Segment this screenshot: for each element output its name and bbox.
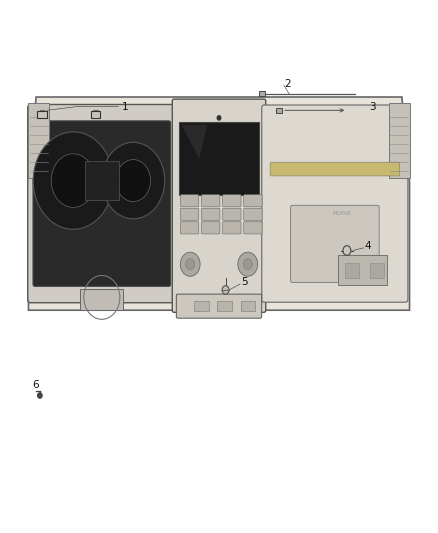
FancyBboxPatch shape bbox=[180, 195, 199, 207]
Bar bbox=[217, 301, 232, 311]
Circle shape bbox=[243, 259, 252, 270]
FancyBboxPatch shape bbox=[262, 105, 408, 302]
Circle shape bbox=[217, 116, 221, 120]
Bar bbox=[91, 111, 100, 118]
Text: 3: 3 bbox=[369, 102, 375, 111]
FancyBboxPatch shape bbox=[290, 205, 379, 282]
FancyBboxPatch shape bbox=[33, 121, 171, 286]
Bar bbox=[85, 161, 119, 200]
FancyBboxPatch shape bbox=[223, 195, 241, 207]
Text: 5: 5 bbox=[241, 278, 247, 287]
Text: MOPAR: MOPAR bbox=[332, 211, 351, 216]
FancyBboxPatch shape bbox=[244, 208, 262, 220]
FancyBboxPatch shape bbox=[177, 294, 261, 318]
Bar bbox=[194, 301, 209, 311]
Text: 6: 6 bbox=[32, 380, 39, 390]
Bar bbox=[338, 255, 387, 285]
Bar bbox=[389, 103, 410, 178]
Circle shape bbox=[186, 259, 195, 270]
Bar bbox=[276, 108, 282, 113]
Bar bbox=[370, 263, 385, 278]
Bar bbox=[81, 289, 123, 310]
Circle shape bbox=[33, 132, 113, 229]
FancyBboxPatch shape bbox=[28, 104, 176, 303]
FancyBboxPatch shape bbox=[270, 162, 399, 176]
FancyBboxPatch shape bbox=[244, 222, 262, 234]
Circle shape bbox=[180, 252, 200, 276]
Bar bbox=[28, 103, 49, 178]
Bar bbox=[345, 263, 359, 278]
FancyBboxPatch shape bbox=[201, 195, 220, 207]
FancyBboxPatch shape bbox=[172, 99, 266, 312]
FancyBboxPatch shape bbox=[180, 208, 199, 220]
FancyBboxPatch shape bbox=[201, 208, 220, 220]
Text: 4: 4 bbox=[364, 241, 371, 251]
Bar bbox=[240, 301, 255, 311]
Polygon shape bbox=[28, 97, 410, 310]
Circle shape bbox=[238, 252, 258, 276]
Circle shape bbox=[38, 393, 42, 398]
Circle shape bbox=[51, 154, 95, 207]
FancyBboxPatch shape bbox=[223, 222, 241, 234]
Bar bbox=[37, 111, 47, 118]
Circle shape bbox=[222, 286, 229, 294]
Circle shape bbox=[116, 159, 151, 201]
Bar bbox=[259, 91, 265, 96]
FancyBboxPatch shape bbox=[223, 208, 241, 220]
FancyBboxPatch shape bbox=[201, 222, 220, 234]
FancyBboxPatch shape bbox=[180, 222, 199, 234]
Bar bbox=[180, 122, 258, 195]
Text: 1: 1 bbox=[121, 102, 128, 111]
Text: 2: 2 bbox=[285, 79, 291, 88]
Polygon shape bbox=[182, 125, 207, 159]
FancyBboxPatch shape bbox=[244, 195, 262, 207]
Circle shape bbox=[102, 142, 165, 219]
